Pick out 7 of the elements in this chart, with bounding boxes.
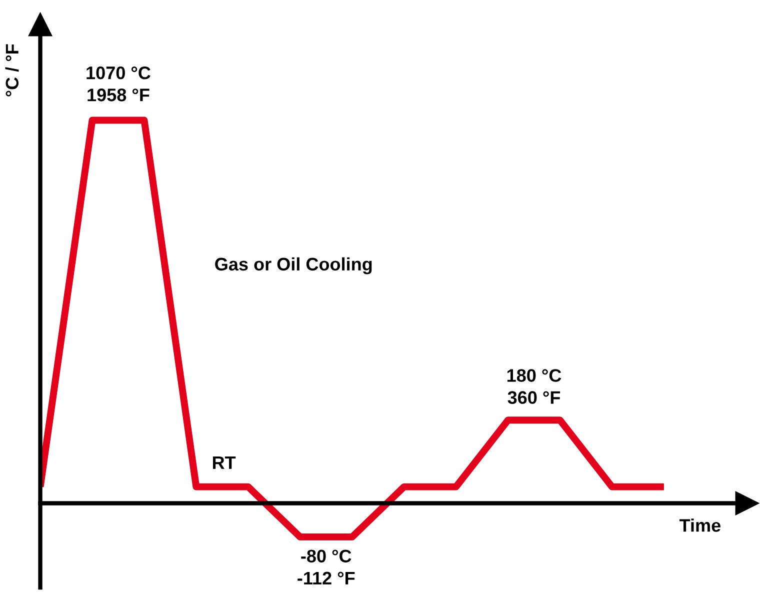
annotation: 180 °C 360 °F xyxy=(507,369,562,404)
text: -80 °C -112 °F xyxy=(298,550,355,584)
text: 1070 °C 1958 °F xyxy=(86,66,150,102)
annotation: Gas or Oil Cooling xyxy=(215,257,372,274)
y-axis-title: °C / °F xyxy=(5,44,19,96)
annotation: RT xyxy=(212,456,236,469)
x-axis-title: Time xyxy=(679,518,720,532)
